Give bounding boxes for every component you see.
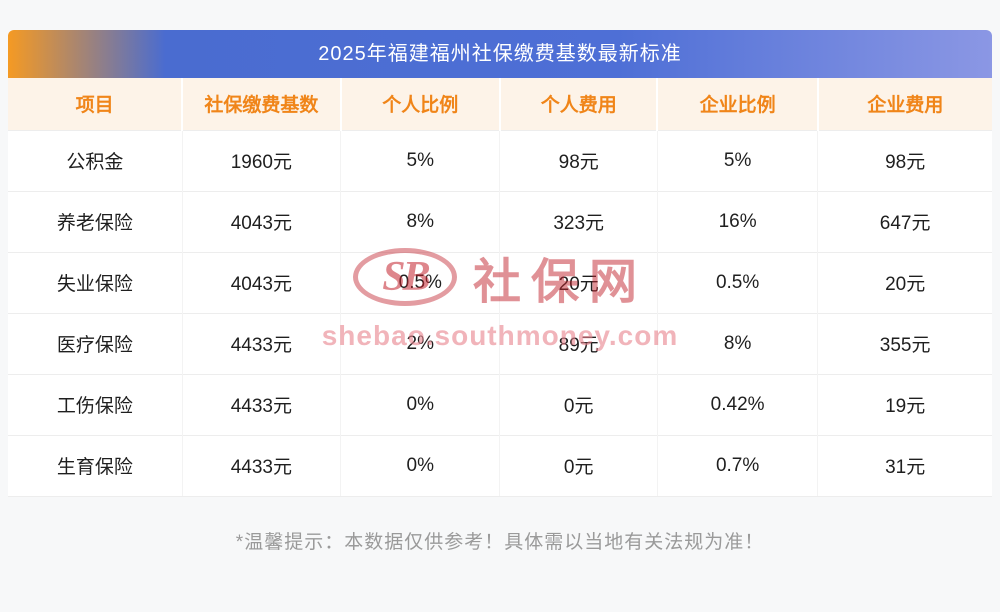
table-row: 工伤保险 4433元 0% 0元 0.42% 19元 xyxy=(8,373,992,435)
table-cell: 4043元 xyxy=(181,251,341,313)
column-header-company-fee: 企业费用 xyxy=(816,78,992,130)
table-cell: 0元 xyxy=(499,373,658,435)
table-cell: 8% xyxy=(340,190,500,252)
table-cell: 5% xyxy=(340,129,500,191)
table-cell: 0% xyxy=(340,434,500,497)
row-label: 工伤保险 xyxy=(8,373,183,435)
column-header-base: 社保缴费基数 xyxy=(181,78,341,130)
table-cell: 16% xyxy=(656,190,818,252)
table-cell: 0.5% xyxy=(656,251,818,313)
table-row: 医疗保险 4433元 2% 89元 8% 355元 xyxy=(8,312,992,374)
table-cell: 98元 xyxy=(499,129,658,191)
header-row: 项目 社保缴费基数 个人比例 个人费用 企业比例 企业费用 xyxy=(8,78,992,130)
table-row: 生育保险 4433元 0% 0元 0.7% 31元 xyxy=(8,434,992,497)
column-header-personal-fee: 个人费用 xyxy=(498,78,658,130)
table-cell: 20元 xyxy=(817,251,992,313)
table-cell: 4433元 xyxy=(181,373,341,435)
table-title-bar: 2025年福建福州社保缴费基数最新标准 xyxy=(8,30,992,78)
table-cell: 20元 xyxy=(499,251,658,313)
table-cell: 4433元 xyxy=(181,434,341,497)
row-label: 养老保险 xyxy=(8,190,183,252)
column-header-personal-ratio: 个人比例 xyxy=(339,78,500,130)
row-label: 生育保险 xyxy=(8,434,183,497)
social-security-table: 项目 社保缴费基数 个人比例 个人费用 企业比例 企业费用 公积金 1960元 … xyxy=(8,78,992,497)
column-header-company-ratio: 企业比例 xyxy=(656,78,818,130)
row-label: 失业保险 xyxy=(8,251,183,313)
page-title: 2025年福建福州社保缴费基数最新标准 xyxy=(318,43,682,65)
table-cell: 647元 xyxy=(817,190,992,252)
table-cell: 31元 xyxy=(817,434,992,497)
column-header-item: 项目 xyxy=(8,78,183,130)
table-cell: 0.5% xyxy=(340,251,500,313)
table-cell: 89元 xyxy=(499,312,658,374)
row-label: 公积金 xyxy=(8,129,183,191)
table-row: 公积金 1960元 5% 98元 5% 98元 xyxy=(8,129,992,191)
table-cell: 2% xyxy=(340,312,500,374)
row-label: 医疗保险 xyxy=(8,312,183,374)
social-security-table-card: 2025年福建福州社保缴费基数最新标准 项目 社保缴费基数 个人比例 个人费用 … xyxy=(8,30,992,497)
table-row: 失业保险 4043元 0.5% 20元 0.5% 20元 xyxy=(8,251,992,313)
table-cell: 0元 xyxy=(499,434,658,497)
table-cell: 19元 xyxy=(817,373,992,435)
table-cell: 8% xyxy=(656,312,818,374)
table-cell: 98元 xyxy=(817,129,992,191)
table-row: 养老保险 4043元 8% 323元 16% 647元 xyxy=(8,190,992,252)
table-cell: 355元 xyxy=(817,312,992,374)
table-cell: 0% xyxy=(340,373,500,435)
table-cell: 1960元 xyxy=(181,129,341,191)
table-cell: 0.7% xyxy=(656,434,818,497)
table-cell: 5% xyxy=(656,129,818,191)
table-cell: 0.42% xyxy=(656,373,818,435)
table-cell: 323元 xyxy=(499,190,658,252)
table-cell: 4043元 xyxy=(181,190,341,252)
footer-note: *温馨提示：本数据仅供参考！具体需以当地有关法规为准！ xyxy=(235,531,765,553)
table-cell: 4433元 xyxy=(181,312,341,374)
